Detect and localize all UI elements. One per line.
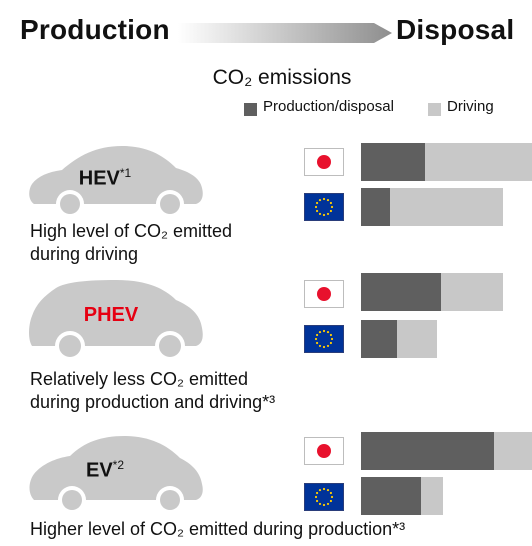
bar-driving (494, 432, 532, 470)
eu-star-icon (318, 330, 322, 334)
phev-car-icon (29, 280, 203, 361)
eu-star-icon (318, 212, 322, 216)
bar-production-disposal (361, 143, 425, 181)
eu-star-icon (314, 495, 318, 499)
header-production: Production (20, 14, 170, 45)
legend-label-production: Production/disposal (263, 98, 394, 115)
eu-star-icon (315, 499, 319, 503)
bar-driving (420, 477, 444, 515)
eu-star-icon (318, 502, 322, 506)
eu-star-icon (318, 198, 322, 202)
bar-production-disposal (361, 477, 421, 515)
eu-star-icon (326, 330, 330, 334)
eu-star-icon (315, 491, 319, 495)
ev-description: Higher level of CO₂ emitted during produ… (30, 518, 405, 541)
eu-star-icon (329, 209, 333, 213)
bar-production-disposal (361, 432, 494, 470)
eu-star-icon (322, 345, 326, 349)
eu-flag-icon (304, 193, 344, 221)
eu-star-icon (322, 503, 326, 507)
legend-swatch-production (244, 103, 257, 116)
gradient-arrow-icon (178, 23, 392, 43)
hev-car-icon (29, 146, 203, 218)
eu-star-icon (322, 197, 326, 201)
eu-star-icon (315, 333, 319, 337)
hev-description: High level of CO₂ emitted during driving (30, 220, 232, 266)
phev-label: PHEV (83, 304, 139, 326)
eu-star-icon (315, 201, 319, 205)
eu-star-icon (315, 341, 319, 345)
eu-star-icon (322, 329, 326, 333)
eu-star-icon (329, 341, 333, 345)
phev-description-line: Relatively less CO₂ emitted (30, 369, 249, 389)
ev-car-icon (29, 436, 203, 514)
eu-star-icon (326, 344, 330, 348)
ev-description-line: Higher level of CO₂ emitted during produ… (30, 519, 406, 539)
hev-description-line: during driving (30, 244, 139, 264)
hev-label: HEV*1 (78, 166, 132, 190)
eu-star-icon (326, 198, 330, 202)
bar-production-disposal (361, 273, 441, 311)
ev-label: EV*2 (85, 458, 125, 482)
bar-driving (396, 320, 437, 358)
eu-star-icon (329, 499, 333, 503)
eu-star-icon (330, 495, 334, 499)
eu-star-icon (330, 205, 334, 209)
eu-star-icon (314, 337, 318, 341)
eu-star-icon (329, 491, 333, 495)
bar-driving (424, 143, 532, 181)
legend-label-driving: Driving (447, 98, 494, 115)
eu-star-icon (329, 201, 333, 205)
japan-flag-icon (304, 280, 344, 308)
eu-star-icon (318, 344, 322, 348)
eu-flag-icon (304, 325, 344, 353)
phev-description-line: during production and driving*³ (30, 392, 276, 412)
eu-star-icon (314, 205, 318, 209)
header-disposal: Disposal (396, 14, 515, 45)
japan-flag-icon (304, 148, 344, 176)
eu-star-icon (326, 212, 330, 216)
hev-description-line: High level of CO₂ emitted (30, 221, 233, 241)
eu-star-icon (322, 487, 326, 491)
eu-star-icon (318, 488, 322, 492)
japan-flag-icon (304, 437, 344, 465)
bar-production-disposal (361, 320, 397, 358)
eu-star-icon (322, 213, 326, 217)
legend-swatch-driving (428, 103, 441, 116)
phev-description: Relatively less CO₂ emitted during produ… (30, 368, 275, 414)
eu-star-icon (329, 333, 333, 337)
bar-driving (390, 188, 504, 226)
chart-title: CO₂ emissions (212, 66, 352, 89)
eu-star-icon (326, 502, 330, 506)
eu-flag-icon (304, 483, 344, 511)
bar-driving (440, 273, 504, 311)
eu-star-icon (330, 337, 334, 341)
eu-star-icon (326, 488, 330, 492)
bar-production-disposal (361, 188, 391, 226)
eu-star-icon (315, 209, 319, 213)
